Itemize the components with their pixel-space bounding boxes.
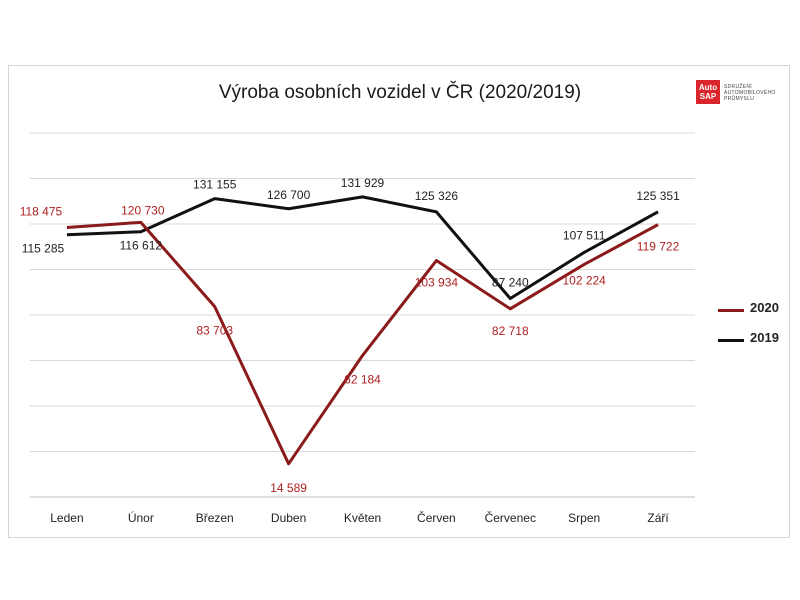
logo-org-line3: PRŮMYSLU [724, 96, 755, 102]
data-label-2020: 118 475 [20, 204, 63, 218]
chart-title: Výroba osobních vozidel v ČR (2020/2019) [218, 82, 582, 103]
x-tick-label: Květen [344, 511, 381, 525]
data-label-2019: 131 155 [193, 178, 237, 192]
logo-badge: Auto SAP [696, 80, 720, 104]
legend-swatch-2019 [718, 339, 744, 342]
data-label-2019: 126 700 [267, 188, 311, 202]
data-label-2020: 119 722 [637, 240, 680, 254]
x-tick-label: Únor [128, 510, 154, 525]
x-tick-label: Duben [271, 511, 306, 525]
logo-brand-line2: SAP [699, 92, 717, 101]
series-line-2020 [66, 220, 659, 466]
data-label-2019: 125 326 [415, 189, 459, 203]
legend-label-2020: 2020 [750, 300, 779, 315]
x-tick-label: Červenec [485, 510, 536, 525]
logo-org-line1: SDRUŽENÍ [724, 84, 752, 90]
series-line-2019 [66, 195, 659, 301]
data-label-2020: 103 934 [415, 276, 459, 290]
x-tick-label: Březen [196, 511, 234, 525]
data-label-2019: 116 612 [120, 239, 163, 253]
x-tick-label: Srpen [568, 511, 600, 525]
data-label-2019: 107 511 [563, 228, 606, 242]
logo-org-text: SDRUŽENÍ AUTOMOBILOVÉHO PRŮMYSLU [724, 84, 778, 102]
data-label-2019: 87 240 [492, 276, 529, 290]
chart-frame [8, 65, 790, 538]
x-tick-label: Září [647, 511, 669, 525]
data-label-2019: 131 929 [341, 176, 385, 190]
legend-swatch-2020 [718, 309, 744, 312]
data-label-2020: 82 718 [492, 324, 529, 338]
data-label-2020: 14 589 [270, 481, 307, 495]
data-label-2019: 115 285 [22, 242, 65, 256]
auto-sap-logo: Auto SAP SDRUŽENÍ AUTOMOBILOVÉHO PRŮMYSL… [696, 80, 776, 108]
logo-brand-line1: Auto [698, 83, 718, 92]
data-label-2020: 120 730 [121, 203, 165, 217]
x-tick-label: Leden [50, 511, 83, 525]
data-label-2020: 102 224 [562, 273, 606, 287]
x-tick-label: Červen [417, 510, 456, 525]
data-label-2020: 62 184 [344, 373, 381, 387]
data-label-2019: 125 351 [636, 189, 680, 203]
legend-label-2019: 2019 [750, 330, 779, 345]
logo-org-line2: AUTOMOBILOVÉHO [724, 90, 776, 96]
data-label-2020: 83 703 [196, 324, 233, 338]
